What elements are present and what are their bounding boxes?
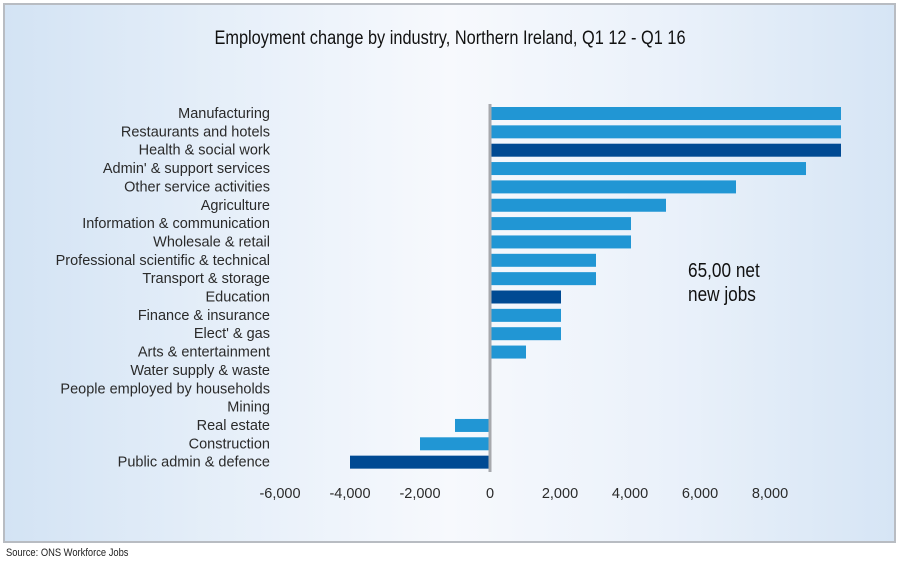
- chart-title: Employment change by industry, Northern …: [214, 28, 686, 49]
- x-tick-label: 8,000: [752, 486, 788, 502]
- category-label: Wholesale & retail: [153, 234, 270, 250]
- x-tick-label: 4,000: [612, 486, 648, 502]
- category-label: Health & social work: [139, 143, 271, 159]
- category-label: Arts & entertainment: [138, 345, 270, 361]
- x-tick-label: -6,000: [259, 486, 300, 502]
- category-label: Agriculture: [201, 198, 270, 214]
- net-jobs-annotation: 65,00 net new jobs: [688, 259, 760, 307]
- x-tick-label: -2,000: [399, 486, 440, 502]
- category-label: Education: [206, 290, 271, 306]
- category-label: Real estate: [197, 418, 270, 434]
- bar-restaurants-and-hotels: [491, 125, 841, 139]
- category-label: Water supply & waste: [130, 363, 270, 379]
- category-label: Elect' & gas: [194, 326, 270, 342]
- category-label: Construction: [189, 436, 270, 452]
- bar-real-estate: [455, 418, 490, 432]
- category-label: Manufacturing: [178, 106, 270, 122]
- category-label: Transport & storage: [142, 271, 270, 287]
- bar-information-communication: [491, 217, 631, 231]
- bar-other-service-activities: [491, 180, 736, 194]
- bar-health-social-work: [491, 143, 841, 157]
- bar-admin-support-services: [491, 162, 806, 176]
- x-tick-label: 6,000: [682, 486, 718, 502]
- category-label: Admin' & support services: [103, 161, 270, 177]
- x-tick-label: 2,000: [542, 486, 578, 502]
- bar-education: [491, 290, 561, 304]
- annotation-line-1: 65,00 net: [688, 260, 760, 282]
- category-label: Finance & insurance: [138, 308, 270, 324]
- chart-panel: [3, 3, 896, 543]
- category-label: Information & communication: [82, 216, 270, 232]
- category-label: Other service activities: [124, 179, 270, 195]
- x-tick-label: -4,000: [329, 486, 370, 502]
- category-label: People employed by households: [60, 381, 270, 397]
- category-label: Restaurants and hotels: [121, 124, 270, 140]
- bar-elect-gas: [491, 327, 561, 341]
- bar-manufacturing: [491, 107, 841, 120]
- category-label: Professional scientific & technical: [56, 253, 270, 269]
- category-label: Public admin & defence: [118, 455, 270, 471]
- annotation-line-2: new jobs: [688, 284, 756, 306]
- bar-agriculture: [491, 198, 666, 212]
- category-label: Mining: [227, 400, 270, 416]
- bar-arts-entertainment: [491, 345, 526, 359]
- x-tick-label: 0: [486, 486, 494, 502]
- bar-finance-insurance: [491, 308, 561, 322]
- bar-transport-storage: [491, 272, 596, 286]
- bar-professional-scientific-technical: [491, 253, 596, 267]
- bar-wholesale-retail: [491, 235, 631, 249]
- source-note: Source: ONS Workforce Jobs: [6, 547, 129, 559]
- bar-construction: [420, 437, 490, 451]
- bar-public-admin-defence: [350, 455, 490, 469]
